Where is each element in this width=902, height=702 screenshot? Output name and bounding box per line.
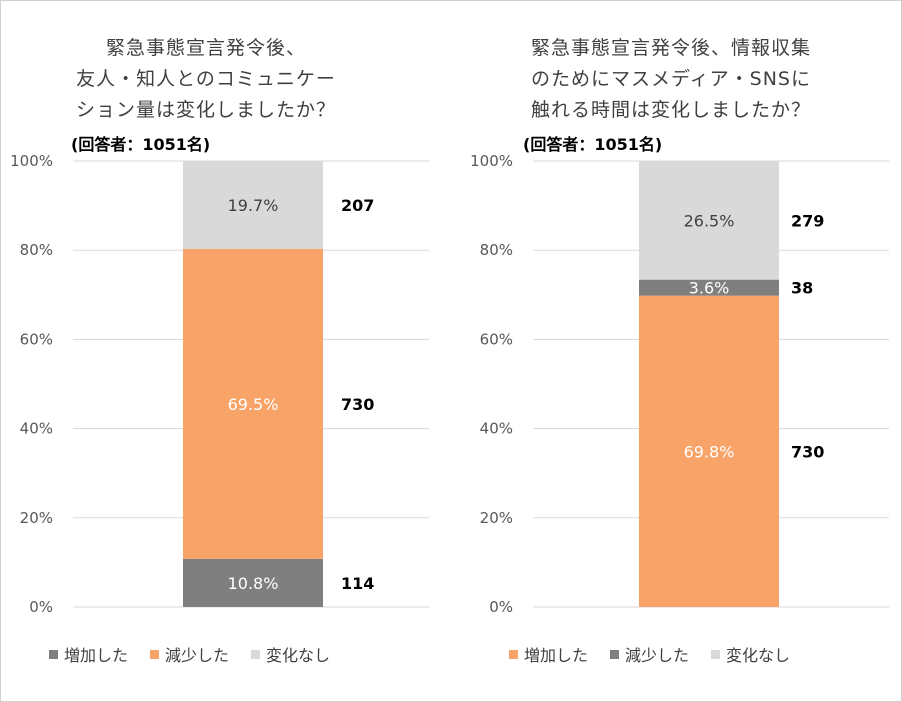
data-label: 26.5% [684,212,735,231]
chart-title-left: 緊急事態宣言発令後、 友人・知人とのコミュニケー ション量は変化しましたか？ [41,33,371,126]
chart-panel-right: 緊急事態宣言発令後、情報収集 のためにマスメディア・SNSに 触れる時間は変化し… [451,1,901,701]
y-tick-label: 60% [20,330,53,348]
y-tick-label: 80% [480,241,513,259]
legend-item: 減少した [150,642,229,666]
data-label: 19.7% [228,196,279,215]
y-tick-label: 0% [489,598,513,616]
chart-title-line: 友人・知人とのコミュニケー [76,68,336,90]
count-label: 730 [791,442,824,461]
bar-segment [639,161,779,280]
legend-label: 変化なし [726,646,791,665]
legend-swatch [509,650,518,659]
legend-label: 減少した [165,646,230,665]
bar-segment [183,161,323,249]
data-label: 69.5% [228,395,279,414]
y-tick-label: 20% [480,509,513,527]
legend-item: 変化なし [711,642,790,666]
stacked-bar-plot-left: 0% 20% 40% 60% 80% 100% 10.8% 114 69.5% 730 19.7% 2… [10,152,429,616]
chart-title-line: 触れる時間は変化しましたか？ [530,99,811,121]
legend-item: 変化なし [251,642,330,666]
legend-label: 増加した [524,646,589,665]
respondents-label-right: (回答者：1051名) [523,135,663,154]
legend-swatch [610,650,620,659]
bar-segment [639,279,779,296]
legend-swatch [251,650,261,659]
data-label: 69.8% [684,442,735,461]
respondents-label-left: (回答者：1051名) [71,135,211,154]
legend-label: 変化なし [266,646,331,665]
count-label: 279 [791,212,824,231]
bar-segment [183,248,323,559]
y-tick-label: 80% [20,241,53,259]
legend-item: 減少した [610,642,689,666]
bar-segment [639,295,779,607]
y-tick-label: 20% [20,509,53,527]
chart-title-line: 緊急事態宣言発令後、 [105,37,306,59]
y-tick-label: 100% [10,152,53,170]
legend-right: 増加した 減少した 変化なし [509,642,812,666]
stacked-bar-plot-right: 0% 20% 40% 60% 80% 100% 69.8% 730 3.6% 38 26.5% 279 [470,152,889,616]
y-tick-label: 100% [470,152,513,170]
chart-title-line: のためにマスメディア・SNSに [530,68,811,90]
legend-swatch [49,650,58,659]
y-tick-label: 60% [480,330,513,348]
y-tick-label: 40% [480,420,513,438]
legend-swatch [150,650,160,659]
chart-panel-left: 緊急事態宣言発令後、 友人・知人とのコミュニケー ション量は変化しましたか？ (… [1,1,451,701]
data-label: 3.6% [689,279,730,298]
bar-segment [183,558,323,607]
legend-label: 増加した [64,646,129,665]
count-label: 114 [341,574,374,593]
legend-item: 増加した [49,642,128,666]
count-label: 38 [791,279,813,298]
chart-title-line: 緊急事態宣言発令後、情報収集 [530,37,811,59]
data-label: 10.8% [228,574,279,593]
legend-swatch [711,650,721,659]
count-label: 730 [341,395,374,414]
legend-label: 減少した [625,646,690,665]
y-tick-label: 0% [29,598,53,616]
legend-left: 増加した 減少した 変化なし [49,642,352,666]
y-tick-label: 40% [20,420,53,438]
chart-title-right: 緊急事態宣言発令後、情報収集 のためにマスメディア・SNSに 触れる時間は変化し… [491,33,851,126]
count-label: 207 [341,196,374,215]
chart-title-line: ション量は変化しましたか？ [75,99,336,121]
legend-item: 増加した [509,642,588,666]
